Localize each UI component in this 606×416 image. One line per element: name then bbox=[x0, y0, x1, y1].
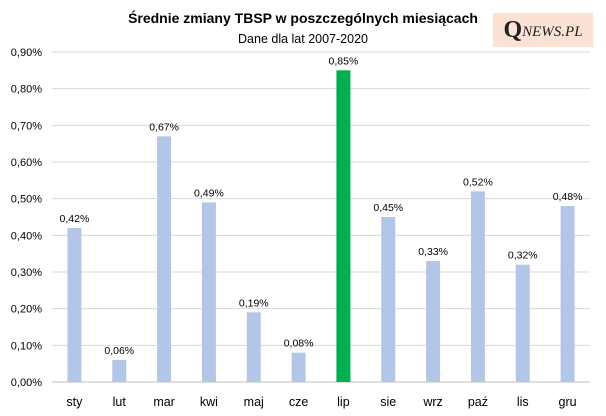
x-tick-label-maj: maj bbox=[244, 395, 264, 409]
y-tick-label: 0,20% bbox=[11, 304, 42, 316]
bar-lis bbox=[515, 264, 530, 382]
data-label-cze: 0,08% bbox=[284, 338, 314, 350]
data-label-lut: 0,06% bbox=[104, 345, 134, 357]
logo-text: NEWS.PL bbox=[522, 23, 583, 40]
x-tick-label-lut: lut bbox=[113, 395, 127, 409]
y-tick-label: 0,10% bbox=[11, 340, 42, 352]
data-label-maj: 0,19% bbox=[239, 297, 269, 309]
data-label-kwi: 0,49% bbox=[194, 187, 224, 199]
x-tick-label-cze: cze bbox=[289, 395, 309, 409]
data-label-wrz: 0,33% bbox=[418, 246, 448, 258]
bar-sie bbox=[381, 217, 396, 382]
bar-sty bbox=[67, 228, 82, 382]
x-tick-label-sie: sie bbox=[380, 395, 396, 409]
logo-q: Q bbox=[503, 16, 522, 43]
qnews-logo: Q NEWS.PL bbox=[493, 13, 593, 47]
bar-wrz bbox=[426, 261, 441, 382]
bar-lip bbox=[336, 70, 351, 382]
y-tick-label: 0,90% bbox=[11, 47, 42, 59]
bar-maj bbox=[246, 312, 261, 382]
data-label-lis: 0,32% bbox=[508, 250, 538, 262]
y-tick-label: 0,70% bbox=[11, 120, 42, 132]
y-tick-label: 0,50% bbox=[11, 194, 42, 206]
data-label-gru: 0,48% bbox=[553, 191, 583, 203]
y-tick-label: 0,60% bbox=[11, 157, 42, 169]
x-tick-label-wrz: wrz bbox=[422, 395, 442, 409]
y-tick-label: 0,00% bbox=[11, 377, 42, 389]
x-tick-label-gru: gru bbox=[559, 395, 577, 409]
data-label-mar: 0,67% bbox=[149, 121, 179, 133]
bar-paź bbox=[470, 191, 485, 382]
x-tick-label-sty: sty bbox=[66, 395, 83, 409]
chart-title: Średnie zmiany TBSP w poszczególnych mie… bbox=[128, 10, 478, 26]
chart-subtitle: Dane dla lat 2007-2020 bbox=[238, 32, 368, 46]
bar-mar bbox=[157, 136, 172, 382]
x-tick-label-paź: paź bbox=[468, 395, 488, 409]
x-tick-label-lip: lip bbox=[337, 395, 350, 409]
y-tick-label: 0,40% bbox=[11, 230, 42, 242]
y-tick-label: 0,80% bbox=[11, 84, 42, 96]
bar-cze bbox=[291, 352, 306, 382]
x-tick-label-kwi: kwi bbox=[200, 395, 218, 409]
x-tick-label-mar: mar bbox=[153, 395, 175, 409]
data-label-lip: 0,85% bbox=[329, 55, 359, 67]
bar-kwi bbox=[201, 202, 216, 382]
data-label-sty: 0,42% bbox=[60, 213, 90, 225]
data-label-paź: 0,52% bbox=[463, 176, 493, 188]
bar-lut bbox=[112, 360, 127, 382]
x-tick-label-lis: lis bbox=[517, 395, 529, 409]
data-label-sie: 0,45% bbox=[373, 202, 403, 214]
y-tick-label: 0,30% bbox=[11, 267, 42, 279]
bar-gru bbox=[560, 206, 575, 382]
